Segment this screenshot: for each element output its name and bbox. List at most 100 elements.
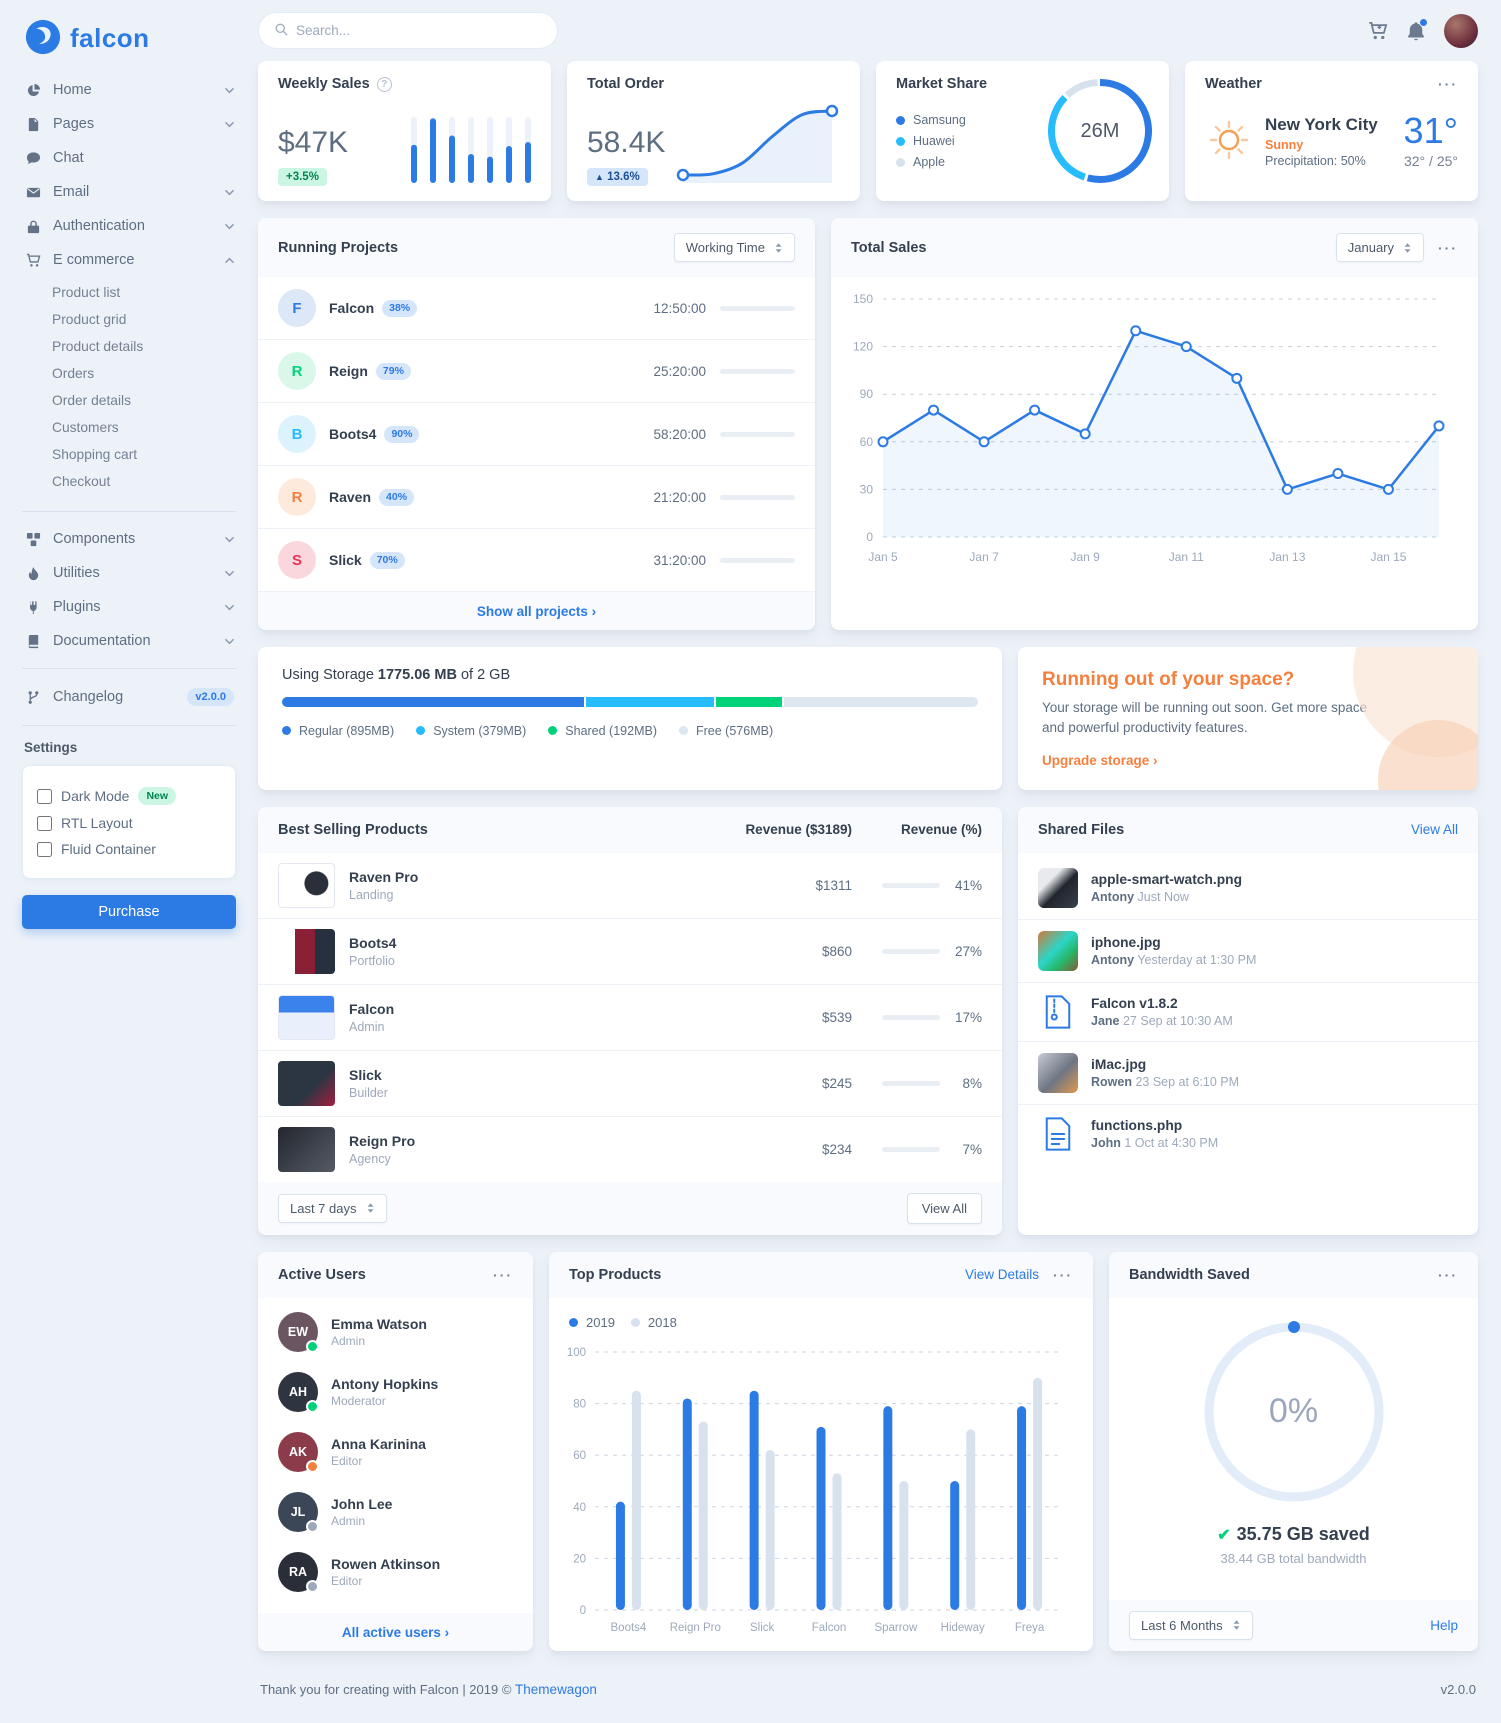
fluid-container-toggle[interactable]: Fluid Container <box>37 836 221 862</box>
active-users-card: Active Users ··· EW Emma Watson Admin AH … <box>258 1251 533 1651</box>
dark-mode-toggle[interactable]: Dark Mode New <box>37 782 221 810</box>
file-name[interactable]: functions.php <box>1091 1117 1183 1133</box>
sidebar-subitem[interactable]: Shopping cart <box>52 447 138 462</box>
sidebar-subitem[interactable]: Orders <box>52 366 95 381</box>
project-progress-bar <box>720 431 795 437</box>
user-name[interactable]: Antony Hopkins <box>331 1375 439 1392</box>
file-name[interactable]: iphone.jpg <box>1091 934 1161 950</box>
product-row: Reign Pro Agency $234 7% <box>258 1117 1002 1182</box>
product-row: Falcon Admin $539 17% <box>258 985 1002 1051</box>
user-name[interactable]: Emma Watson <box>331 1315 427 1332</box>
project-name[interactable]: Reign <box>329 363 368 379</box>
rtl-layout-toggle[interactable]: RTL Layout <box>37 810 221 836</box>
sidebar-subitem[interactable]: Product details <box>52 339 144 354</box>
project-progress-badge: 40% <box>379 488 415 506</box>
product-name[interactable]: Raven Pro <box>349 868 419 885</box>
sidebar-item-pages[interactable]: Pages <box>22 107 236 141</box>
sidebar-item-components[interactable]: Components <box>22 522 236 556</box>
file-name[interactable]: iMac.jpg <box>1091 1056 1147 1072</box>
file-name[interactable]: Falcon v1.8.2 <box>1091 995 1178 1011</box>
file-name[interactable]: apple-smart-watch.png <box>1091 871 1243 887</box>
view-all-button[interactable]: View All <box>906 1192 982 1224</box>
dark-mode-checkbox[interactable] <box>37 788 52 804</box>
revenue-pct-bar <box>882 882 940 888</box>
chevron-down-icon <box>225 120 234 129</box>
chevron-right-icon: › <box>591 604 597 619</box>
status-badge <box>306 1579 319 1593</box>
user-avatar[interactable] <box>1444 13 1478 48</box>
project-name[interactable]: Boots4 <box>329 426 377 442</box>
storage-title: Using Storage 1775.06 MB of 2 GB <box>282 667 511 683</box>
fluid-container-checkbox[interactable] <box>37 841 52 857</box>
page: falcon Home Pages Chat Email <box>22 12 1478 1697</box>
sidebar-item-utilities[interactable]: Utilities <box>22 556 236 590</box>
sidebar-subitem[interactable]: Order details <box>52 393 131 408</box>
last-7-days-select[interactable]: Last 7 days <box>278 1193 387 1223</box>
sidebar-subitem[interactable]: Product list <box>52 285 121 300</box>
product-name[interactable]: Slick <box>349 1066 382 1083</box>
upgrade-body: Your storage will be running out soon. G… <box>1042 700 1368 736</box>
sidebar-subitem[interactable]: Product grid <box>52 312 127 327</box>
more-menu-icon[interactable]: ··· <box>1438 76 1458 92</box>
svg-text:20: 20 <box>573 1553 586 1565</box>
sidebar-item-plugins[interactable]: Plugins <box>22 590 236 624</box>
total-order-card: Total Order 58.4K ▲ 13.6% <box>567 61 860 201</box>
project-name[interactable]: Falcon <box>329 300 375 316</box>
sidebar-item-authentication[interactable]: Authentication <box>22 209 236 243</box>
status-badge <box>306 1459 319 1473</box>
search-input[interactable] <box>296 23 541 38</box>
product-name[interactable]: Boots4 <box>349 934 397 951</box>
user-name[interactable]: Anna Karinina <box>331 1435 426 1452</box>
sidebar-item-email[interactable]: Email <box>22 175 236 209</box>
help-link[interactable]: Help <box>1430 1617 1458 1633</box>
help-icon[interactable]: ? <box>376 76 392 92</box>
month-select[interactable]: January <box>1335 233 1424 262</box>
user-name[interactable]: John Lee <box>331 1495 393 1512</box>
search-box[interactable] <box>258 12 558 49</box>
sidebar-item-changelog[interactable]: Changelog v2.0.0 <box>22 679 236 715</box>
product-name[interactable]: Falcon <box>349 1000 395 1017</box>
cart-icon[interactable] <box>1368 21 1388 41</box>
top-products-legend: 2019 2018 <box>549 1298 1093 1334</box>
svg-text:Jan 11: Jan 11 <box>1169 550 1204 564</box>
sidebar-subitem[interactable]: Checkout <box>52 474 111 489</box>
legend-dot-icon <box>416 726 426 735</box>
sidebar-item-documentation[interactable]: Documentation <box>22 624 236 658</box>
upgrade-storage-link[interactable]: Upgrade storage › <box>1042 752 1158 768</box>
show-all-projects-link[interactable]: Show all projects › <box>476 604 597 619</box>
fire-icon <box>24 566 42 581</box>
view-details-link[interactable]: View Details <box>964 1267 1039 1282</box>
sidebar-item-ecommerce[interactable]: E commerce <box>22 243 236 277</box>
project-avatar: B <box>278 415 316 453</box>
product-thumbnail <box>278 994 335 1040</box>
brand-logo[interactable]: falcon <box>22 12 236 73</box>
themewagon-link[interactable]: Themewagon <box>515 1681 597 1697</box>
last-6-months-select[interactable]: Last 6 Months <box>1129 1610 1253 1640</box>
project-name[interactable]: Slick <box>329 552 362 568</box>
all-active-users-link[interactable]: All active users › <box>341 1624 450 1640</box>
more-menu-icon[interactable]: ··· <box>1438 1266 1458 1283</box>
bandwidth-gauge: 0% <box>1196 1314 1392 1510</box>
project-name[interactable]: Raven <box>329 489 372 505</box>
more-menu-icon[interactable]: ··· <box>1053 1266 1073 1283</box>
user-name[interactable]: Rowen Atkinson <box>331 1555 441 1572</box>
more-menu-icon[interactable]: ··· <box>493 1266 513 1283</box>
chevron-right-icon: › <box>1153 752 1158 768</box>
sidebar-subitem[interactable]: Customers <box>52 420 119 435</box>
rtl-layout-checkbox[interactable] <box>37 815 52 831</box>
user-role: Admin <box>331 1333 366 1348</box>
product-name[interactable]: Reign Pro <box>349 1132 416 1149</box>
working-time-select[interactable]: Working Time <box>673 233 795 262</box>
book-icon <box>24 634 42 649</box>
product-revenue: $860 <box>821 943 852 959</box>
version-badge: v2.0.0 <box>187 688 234 706</box>
more-menu-icon[interactable]: ··· <box>1438 239 1458 256</box>
project-row: R Raven 40% 21:20:00 <box>258 466 815 529</box>
bell-icon[interactable] <box>1406 17 1428 41</box>
sidebar-item-home[interactable]: Home <box>22 73 236 107</box>
sidebar-item-chat[interactable]: Chat <box>22 141 236 175</box>
view-all-files-link[interactable]: View All <box>1410 822 1458 837</box>
purchase-button[interactable]: Purchase <box>22 895 236 929</box>
revenue-pct-bar <box>882 1146 940 1152</box>
svg-text:Jan 13: Jan 13 <box>1269 550 1305 564</box>
